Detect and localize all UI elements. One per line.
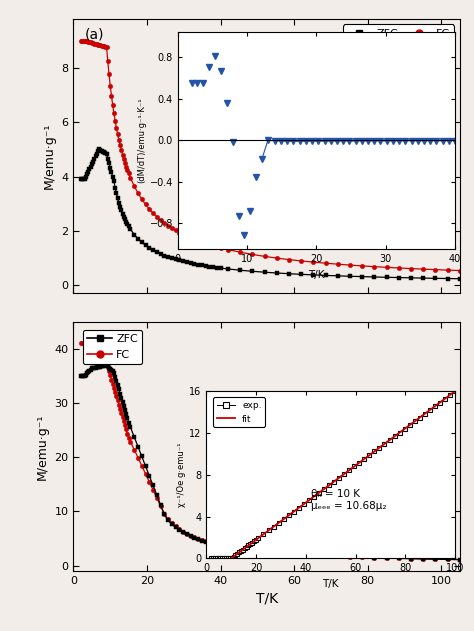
Text: (b): (b) [85,329,105,343]
Y-axis label: M/emu·g⁻¹: M/emu·g⁻¹ [36,413,49,480]
Text: (a): (a) [85,27,105,41]
Legend: exp., fit: exp., fit [213,398,265,427]
X-axis label: T/K: T/K [322,579,339,589]
X-axis label: T/K: T/K [255,591,278,606]
Legend: ZFC, FC: ZFC, FC [83,330,142,364]
X-axis label: T/K: T/K [308,269,325,280]
Y-axis label: (dM/dT)/emu·g⁻¹·K⁻¹: (dM/dT)/emu·g⁻¹·K⁻¹ [138,98,147,183]
Text: θₙ = 10 K
μₑₑₑ = 10.68μ₂: θₙ = 10 K μₑₑₑ = 10.68μ₂ [311,489,386,510]
Y-axis label: M/emu·g⁻¹: M/emu·g⁻¹ [43,123,56,189]
Legend: ZFC, FC: ZFC, FC [343,25,454,44]
Y-axis label: χ⁻¹/Oe g·emu⁻¹: χ⁻¹/Oe g·emu⁻¹ [177,442,186,507]
